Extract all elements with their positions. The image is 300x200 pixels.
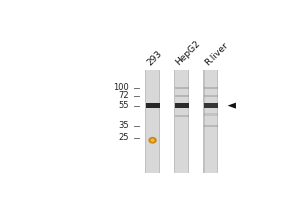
Text: 35: 35 (119, 121, 129, 130)
Bar (175, 115, 189, 117)
Bar (204, 113, 218, 116)
Bar (203, 70, 218, 173)
Bar (204, 87, 218, 89)
Ellipse shape (148, 137, 157, 144)
Bar (204, 103, 218, 108)
Text: 72: 72 (119, 91, 129, 100)
Polygon shape (228, 103, 236, 109)
Bar (176, 70, 188, 173)
Text: 100: 100 (114, 83, 129, 92)
Bar (205, 70, 217, 173)
Text: 25: 25 (119, 133, 129, 142)
Text: HepG2: HepG2 (174, 39, 202, 67)
Ellipse shape (151, 139, 155, 142)
Bar (175, 87, 189, 89)
Bar (174, 70, 189, 173)
Text: 293: 293 (145, 49, 164, 67)
Bar (204, 95, 218, 97)
Bar (175, 103, 189, 108)
Text: R.liver: R.liver (203, 40, 230, 67)
Bar (145, 70, 160, 173)
Text: 55: 55 (119, 101, 129, 110)
Bar (175, 95, 189, 97)
Bar (204, 125, 218, 127)
Bar (146, 103, 160, 108)
Bar (146, 70, 159, 173)
